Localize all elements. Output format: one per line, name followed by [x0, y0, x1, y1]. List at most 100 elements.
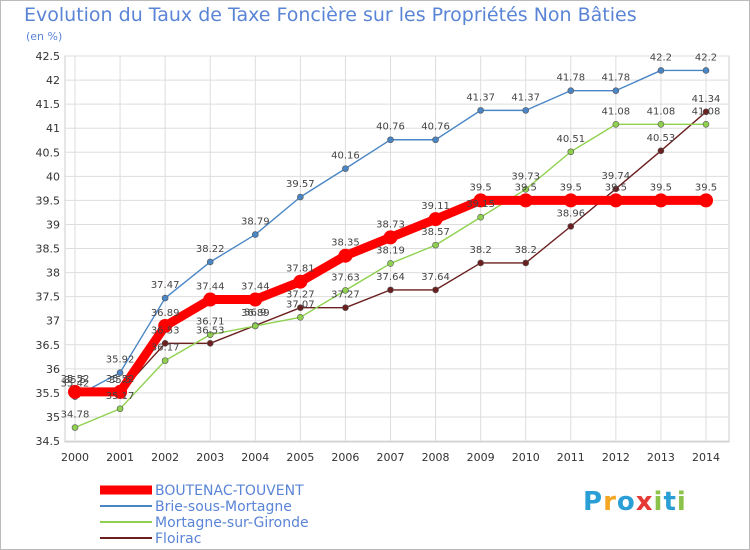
data-point [161, 294, 169, 302]
y-tick-label: 41.5 [36, 98, 61, 111]
data-point [251, 231, 259, 238]
data-label: 39.5 [605, 182, 627, 193]
data-point [567, 148, 575, 156]
data-label: 38.19 [376, 245, 405, 256]
data-point [522, 186, 530, 193]
y-tick-label: 34.5 [36, 435, 61, 448]
y-tick-label: 35.5 [36, 387, 61, 400]
data-point [113, 384, 128, 399]
data-label: 35.5 [109, 375, 131, 386]
y-axis-unit-label: (en %) [26, 30, 63, 43]
y-tick-label: 36 [46, 363, 60, 376]
data-point [522, 259, 530, 267]
y-tick-label: 38.5 [36, 243, 61, 256]
data-point [518, 193, 533, 208]
data-point [477, 107, 484, 114]
data-label: 34.78 [61, 410, 90, 421]
data-point [657, 67, 665, 74]
data-label: 35.52 [61, 374, 90, 385]
data-label: 37.27 [286, 290, 315, 301]
x-tick-label: 2001 [106, 451, 134, 464]
data-point [248, 292, 263, 307]
data-point [699, 193, 713, 208]
data-point [203, 292, 218, 307]
data-label: 36.17 [151, 343, 180, 354]
data-point [612, 87, 620, 94]
x-tick-label: 2011 [557, 451, 585, 464]
y-tick-label: 37.5 [36, 291, 61, 304]
data-label: 37.64 [421, 272, 450, 283]
data-point [567, 223, 575, 230]
logo-letter: t [663, 487, 677, 517]
data-label: 40.76 [421, 122, 450, 133]
data-point [567, 87, 575, 94]
data-point [428, 212, 443, 227]
chart-title: Evolution du Taux de Taxe Foncière sur l… [24, 4, 637, 26]
data-point [657, 121, 665, 128]
y-tick-label: 38 [46, 267, 60, 280]
series-layer [68, 67, 713, 431]
data-label: 39.73 [511, 171, 540, 182]
data-point [473, 193, 488, 208]
legend-label: Brie-sous-Mortagne [155, 499, 292, 515]
x-tick-label: 2013 [647, 451, 675, 464]
y-axis-ticks: 34.5 35 35.5 36 36.5 37 37.5 38 38.5 39 39.5 40 40.5… [36, 50, 61, 448]
proxiti-logo: Proxiti [583, 487, 687, 517]
x-tick-label: 2008 [422, 451, 450, 464]
data-point [563, 193, 578, 208]
data-point [342, 304, 349, 311]
y-tick-label: 40.5 [36, 146, 61, 159]
logo-letter: i [653, 487, 664, 517]
logo-letter: r [603, 487, 617, 517]
data-point [342, 287, 349, 294]
x-tick-label: 2004 [241, 451, 269, 464]
data-label: 42.2 [650, 52, 672, 63]
data-point [206, 258, 214, 266]
data-label: 40.51 [556, 134, 585, 145]
data-label: 37.44 [196, 282, 225, 293]
data-point [293, 274, 308, 289]
data-label: 40.16 [331, 151, 360, 162]
y-tick-label: 39.5 [36, 194, 61, 207]
x-tick-label: 2002 [151, 451, 179, 464]
data-label: 36.89 [151, 308, 180, 319]
data-label: 37.27 [331, 290, 360, 301]
data-point [206, 340, 214, 347]
data-label: 35.52 [106, 374, 135, 385]
data-point [387, 260, 394, 267]
data-label: 37.81 [286, 264, 315, 275]
logo-letter: P [583, 487, 604, 517]
y-tick-label: 37 [46, 315, 60, 328]
data-label: 37.64 [376, 272, 405, 283]
data-label: 38.96 [556, 208, 585, 219]
x-tick-label: 2003 [196, 451, 224, 464]
y-tick-label: 40 [46, 170, 60, 183]
x-tick-label: 2000 [61, 451, 89, 464]
data-label: 37.44 [241, 282, 270, 293]
logo-letter: o [616, 487, 636, 517]
data-label: 41.08 [602, 106, 631, 117]
data-label: 35.92 [106, 355, 135, 366]
data-label: 36.53 [196, 325, 225, 336]
data-label: 38.2 [515, 245, 537, 256]
data-label: 36.53 [151, 325, 180, 336]
data-point [206, 331, 214, 338]
data-label: 39.5 [695, 182, 717, 193]
data-point [702, 108, 710, 116]
data-label: 40.76 [376, 122, 405, 133]
data-label: 39.5 [650, 182, 672, 193]
data-point [702, 121, 710, 128]
data-point [608, 193, 623, 208]
data-point [432, 136, 439, 144]
y-tick-label: 35 [46, 411, 60, 424]
x-tick-label: 2006 [331, 451, 359, 464]
data-label: 39.5 [515, 182, 537, 193]
logo-letter: i [676, 487, 687, 517]
data-point [387, 286, 394, 294]
data-label: 38.22 [196, 244, 225, 255]
data-point [432, 286, 439, 294]
data-label: 37.07 [286, 299, 315, 310]
data-label: 41.37 [466, 92, 495, 103]
x-tick-label: 2009 [467, 451, 495, 464]
data-label: 35.17 [106, 391, 135, 402]
